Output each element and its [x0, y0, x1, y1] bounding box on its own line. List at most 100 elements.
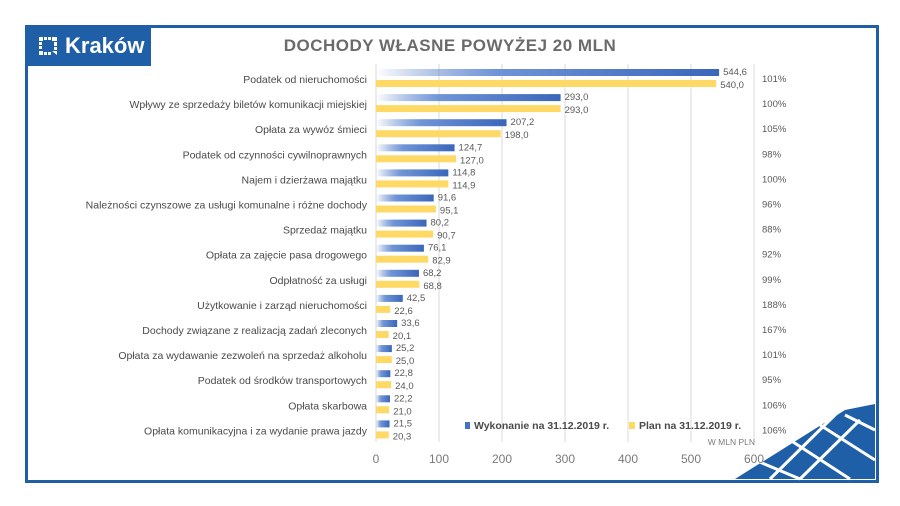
value-label-executed: 42,5 [407, 293, 426, 304]
x-tick-label: 0 [373, 452, 380, 466]
bar-plan [376, 130, 501, 138]
percent-label: 98% [762, 149, 782, 160]
bar-plan [376, 280, 420, 288]
percent-label: 95% [762, 375, 782, 386]
bar-plan [376, 356, 392, 364]
value-label-plan: 198,0 [505, 130, 529, 141]
category-label: Użytkowanie i zarząd nieruchomości [197, 300, 367, 312]
bar-plan [376, 180, 449, 188]
value-label-plan: 95,1 [440, 206, 459, 217]
bar-executed [376, 144, 455, 152]
category-label: Opłata komunikacyjna i za wydanie prawa … [144, 425, 368, 437]
value-label-executed: 21,5 [394, 418, 413, 429]
bar-executed [376, 370, 391, 378]
value-label-plan: 20,1 [393, 331, 412, 342]
bar-executed [376, 320, 398, 327]
bar-executed [376, 94, 561, 102]
category-label: Odpłatność za usługi [270, 275, 367, 287]
percent-label: 101% [762, 350, 787, 361]
legend: Wykonanie na 31.12.2019 r. Plan na 31.12… [465, 420, 741, 432]
value-label-executed: 68,2 [423, 268, 442, 279]
percent-label: 99% [762, 275, 782, 286]
bar-plan [376, 255, 429, 263]
x-tick-label: 200 [492, 452, 512, 466]
bar-plan [376, 381, 392, 389]
value-label-plan: 21,0 [393, 406, 412, 417]
legend-swatch-plan [629, 422, 635, 429]
percent-label: 106% [762, 425, 787, 436]
value-label-executed: 207,2 [511, 117, 535, 128]
bar-executed [376, 294, 403, 302]
percent-label: 188% [762, 300, 787, 311]
value-label-executed: 76,1 [428, 243, 447, 254]
category-label: Opłata za wywóz śmieci [255, 124, 367, 136]
city-map-decoration [735, 404, 876, 481]
value-label-executed: 25,2 [396, 343, 415, 354]
x-tick-label: 100 [429, 452, 449, 466]
value-label-plan: 24,0 [395, 381, 414, 392]
value-label-executed: 80,2 [431, 218, 450, 229]
category-label: Opłata skarbowa [288, 400, 367, 412]
bar-plan [376, 155, 457, 163]
krakow-logo-icon [39, 36, 57, 55]
bar-executed [376, 395, 390, 403]
category-label: Należności czynszowe za usługi komunalne… [86, 200, 368, 212]
category-label: Podatek od środków transportowych [198, 375, 367, 387]
value-label-plan: 114,9 [452, 180, 475, 191]
percent-label: 106% [762, 400, 787, 411]
value-label-plan: 127,0 [460, 155, 484, 166]
x-tick-label: 300 [555, 452, 575, 466]
value-label-plan: 90,7 [437, 231, 456, 242]
percent-label: 96% [762, 200, 782, 211]
value-label-executed: 22,2 [394, 393, 413, 404]
category-label: Wpływy ze sprzedaży biletów komunikacji … [130, 99, 368, 111]
bar-plan [376, 305, 391, 313]
chart-title: DOCHODY WŁASNE POWYŻEJ 20 MLN [283, 36, 617, 55]
value-label-executed: 544,6 [723, 67, 747, 78]
bar-executed [376, 194, 434, 202]
value-label-executed: 91,6 [438, 193, 457, 204]
value-label-executed: 33,6 [401, 318, 420, 329]
unit-label: W MLN PLN [708, 437, 755, 447]
x-tick-label: 400 [618, 452, 638, 466]
bar-plan [376, 205, 436, 213]
bar-plan [376, 230, 434, 238]
category-label: Opłata za zajęcie pasa drogowego [206, 250, 367, 262]
bar-executed [376, 420, 390, 428]
bar-plan [376, 331, 389, 338]
percent-label: 105% [762, 124, 787, 135]
value-label-plan: 68,8 [423, 281, 442, 292]
x-tick-label: 500 [681, 452, 701, 466]
bar-plan [376, 80, 717, 87]
legend-label-plan: Plan na 31.12.2019 r. [639, 420, 741, 432]
value-label-executed: 124,7 [459, 142, 483, 153]
slide-frame [25, 25, 879, 483]
category-label: Sprzedaż majątku [283, 225, 367, 237]
percent-label: 100% [762, 174, 787, 185]
value-label-executed: 22,8 [394, 368, 413, 379]
value-label-executed: 114,8 [452, 167, 475, 178]
percent-label: 101% [762, 74, 787, 85]
percent-label: 92% [762, 250, 782, 261]
percent-label: 167% [762, 325, 787, 336]
category-label: Podatek od nieruchomości [243, 74, 367, 86]
value-label-plan: 540,0 [720, 80, 744, 91]
value-label-plan: 82,9 [432, 256, 451, 267]
bar-executed [376, 219, 427, 227]
category-label: Podatek od czynności cywilnoprawnych [183, 149, 368, 161]
value-label-plan: 22,6 [394, 306, 413, 317]
bar-executed [376, 345, 392, 353]
bar-executed [376, 269, 419, 277]
bar-plan [376, 105, 561, 113]
category-label: Najem i dzierżawa majątku [242, 174, 368, 186]
value-label-plan: 293,0 [565, 105, 589, 116]
value-label-plan: 25,0 [396, 356, 415, 367]
legend-swatch-executed [465, 422, 470, 429]
value-label-executed: 293,0 [565, 92, 589, 103]
logo-text: Kraków [65, 32, 145, 58]
bar-executed [376, 69, 720, 76]
percent-label: 88% [762, 225, 782, 236]
bar-plan [376, 431, 389, 439]
legend-label-executed: Wykonanie na 31.12.2019 r. [474, 420, 609, 432]
